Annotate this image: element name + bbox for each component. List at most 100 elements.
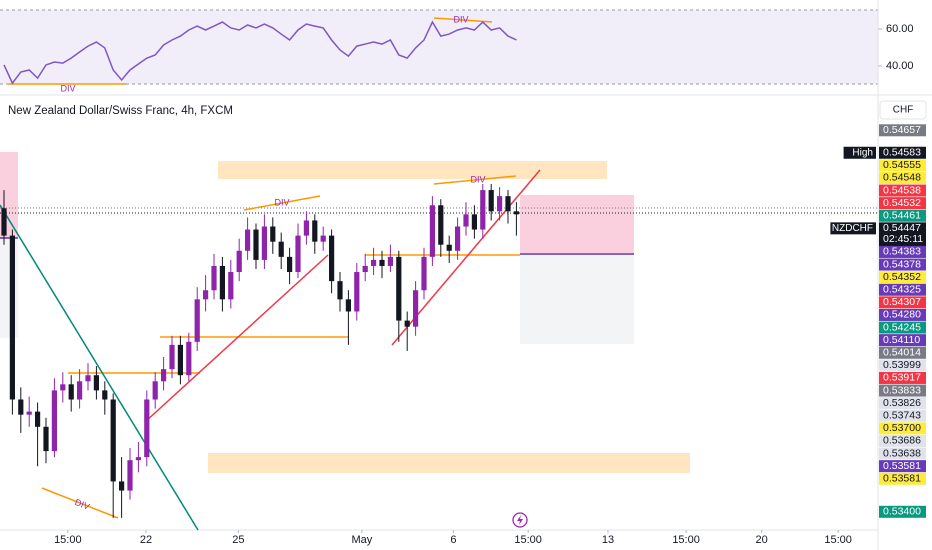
candle-body [429,205,435,257]
candle-body [93,375,99,391]
currency-box[interactable] [879,100,927,120]
price-label-box [879,258,926,271]
candle-body [144,399,150,458]
alert-icon-bolt [517,515,523,525]
candle-body [362,265,368,273]
price-label: 0.54280 [883,309,921,321]
price-label-box [879,409,926,422]
candle-body [455,226,461,251]
alert-icon[interactable] [512,512,528,528]
price-label: 0.53581 [883,473,921,485]
price-label-box [879,359,926,372]
price-label-box [879,308,926,321]
price-label-box [879,245,926,258]
target-zone [520,254,634,344]
candle-body [371,259,377,266]
candle-body [396,256,402,321]
price-label: 0.53400 [883,506,921,518]
price-label-box [879,124,926,137]
price-label: 0.53999 [883,359,921,371]
candle-body [287,256,293,273]
candle-body [345,299,351,312]
x-tick-label: 25 [232,534,244,546]
candle-body [211,265,217,291]
price-label: 0.54583 [883,147,921,159]
price-label: 0.53581 [883,460,921,472]
price-label-box [879,422,926,435]
price-label-box [879,321,926,334]
x-tick-label: 15:00 [672,534,700,546]
div-line [433,175,517,185]
resistance-zone [218,161,607,179]
rsi-line [3,20,517,85]
candle-body [513,211,519,215]
candle-body [278,241,284,257]
candle-body [110,399,116,482]
div-line [243,195,321,211]
price-label: 0.54014 [883,347,921,359]
candle-body [463,214,469,227]
price-label: 0.54307 [883,296,921,308]
currency[interactable]: CHF [893,105,914,116]
candle-body [68,384,74,400]
price-tag: High [852,147,873,158]
div-label: DIV [274,197,289,207]
price-label-box [879,209,926,222]
candle-body [236,250,242,273]
price-label: 0.53700 [883,422,921,434]
price-tag-box [843,146,876,159]
support-zone [208,453,690,473]
div-line [41,487,119,519]
candle-body [320,235,326,242]
candle-body [203,290,209,300]
candle-body [261,226,267,260]
chart-title: New Zealand Dollar/Swiss Franc, 4h, FXCM [8,105,233,117]
price-label: 0.53686 [883,435,921,447]
x-tick-label: 6 [450,534,456,546]
x-tick-label: 15:00 [824,534,852,546]
div-label: DIV [73,497,91,512]
price-label-box [879,283,926,296]
price-label-box [879,447,926,460]
price-label: 0.54110 [883,334,920,346]
candle-body [169,344,175,370]
price-label-box [879,397,926,410]
candle-body [505,196,511,212]
price-label: 0.54447 [883,222,921,234]
countdown: 02:45:11 [883,233,923,245]
div-label: DIV [453,14,468,24]
price-label: 0.54378 [883,258,921,270]
x-tick-label: 15:00 [514,534,542,546]
candle-body [102,390,108,400]
candle-body [488,190,494,212]
price-label: 0.54461 [883,210,921,222]
price-label: 0.54325 [883,284,921,296]
candle-body [1,208,7,236]
price-label: 0.54352 [883,271,921,283]
price-label-box [879,346,926,359]
price-label-box [879,171,926,184]
price-label-box [879,271,926,284]
price-label-box [879,505,926,518]
div-label: DIV [60,83,75,93]
price-label-box [879,146,926,159]
candle-body [480,190,486,230]
price-label-box [879,197,926,210]
candle-body [135,457,141,461]
price-label-box [879,222,926,247]
candle-body [337,281,343,300]
candle-body [18,399,24,415]
trend-line [144,254,329,423]
candle-body [446,244,452,251]
candle-body [270,226,276,242]
price-label: 0.53743 [883,410,921,422]
x-tick-label: May [351,534,372,546]
x-tick-label: 20 [756,534,768,546]
candle-body [60,384,66,391]
price-label-box [879,371,926,384]
price-label-box [879,472,926,485]
candle-body [312,220,318,242]
price-tag-box [830,222,876,235]
candle-body [186,341,192,376]
price-label: 0.54245 [883,321,921,333]
